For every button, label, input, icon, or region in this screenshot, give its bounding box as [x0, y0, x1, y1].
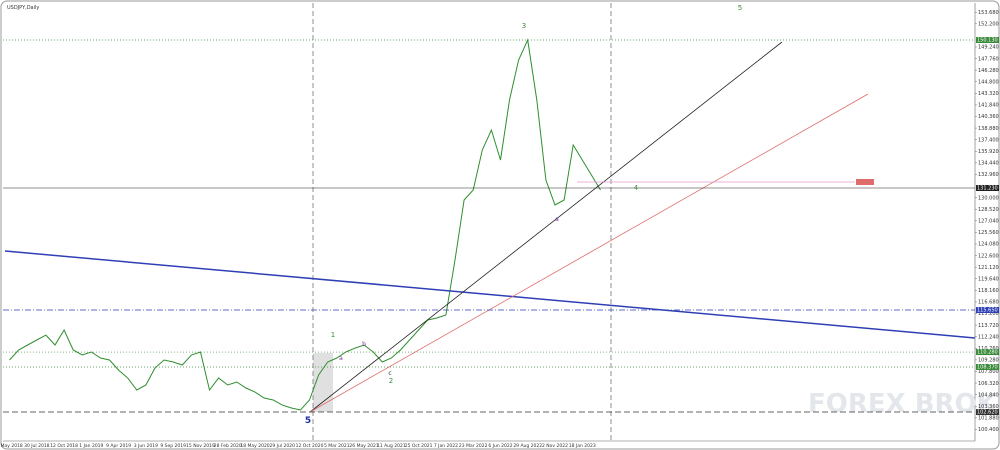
price-level-tag [976, 306, 999, 313]
wave-label: 5 [305, 416, 311, 426]
wave-label: 3 [522, 22, 526, 30]
x-tick-label: 12 Oct 2018 [50, 443, 78, 449]
y-tick-label: 135.920 [978, 149, 999, 155]
target-tag [856, 179, 874, 185]
price-level-label: 115.650 [977, 308, 998, 314]
trend-line [309, 93, 869, 413]
highlight-zone [313, 353, 333, 412]
y-tick-label: 101.880 [978, 416, 999, 422]
y-tick-label: 119.640 [978, 276, 999, 282]
y-tick-label: 121.120 [978, 265, 999, 271]
y-tick-label: 106.320 [978, 381, 999, 387]
x-tick-label: 7 Jan 2022 [434, 443, 458, 449]
x-tick-label: 30 Jul 2018 [24, 443, 50, 449]
x-tick-label: 18 Jan 2023 [569, 443, 596, 449]
y-tick-label: 125.560 [978, 230, 999, 236]
price-level-label: 102.620 [977, 410, 998, 416]
x-tick-label: 23 Mar 2022 [459, 443, 488, 449]
x-tick-label: 9 Apr 2019 [106, 443, 131, 449]
x-tick-label: 1 Jan 2019 [79, 443, 103, 449]
y-tick-label: 152.200 [978, 21, 999, 27]
x-tick-label: 18 May 2020 [240, 443, 269, 449]
y-tick-label: 143.320 [978, 91, 999, 97]
y-tick-label: 132.960 [978, 172, 999, 178]
x-tick-label: 29 Aug 2022 [513, 443, 542, 449]
x-tick-label: 6 Jun 2022 [488, 443, 512, 449]
wave-label: a [339, 355, 343, 362]
wave-label: 2 [389, 377, 393, 385]
wave-label: b [362, 341, 366, 348]
y-tick-label: 137.400 [978, 137, 999, 143]
y-tick-label: 140.360 [978, 114, 999, 120]
y-tick-label: 147.760 [978, 56, 999, 62]
x-tick-label: 15 Nov 2019 [186, 443, 215, 449]
y-tick-label: 103.360 [978, 404, 999, 410]
x-tick-label: 3 Jun 2019 [134, 443, 158, 449]
x-tick-label: 11 Aug 2021 [377, 443, 406, 449]
symbol-title: USDJPY,Daily [7, 5, 39, 11]
y-tick-label: 100.400 [978, 427, 999, 433]
price-level-label: 110.280 [977, 350, 998, 356]
trend-line [4, 250, 976, 339]
x-tick-label: 26 May 2021 [349, 443, 378, 449]
x-tick-label: 1 May 2018 [0, 443, 23, 449]
y-tick-label: 124.080 [978, 242, 999, 248]
y-tick-label: 115.200 [978, 311, 999, 317]
y-tick-label: 130.000 [978, 195, 999, 201]
y-tick-label: 110.760 [978, 346, 999, 352]
price-line [9, 38, 601, 411]
wave-label: a [555, 216, 559, 223]
price-level-label: 108.370 [977, 365, 998, 371]
y-tick-label: 138.880 [978, 126, 999, 132]
trend-line [309, 41, 783, 413]
y-tick-label: 128.520 [978, 207, 999, 213]
x-tick-label: 5 Mar 2021 [324, 443, 350, 449]
x-tick-label: 28 Feb 2020 [214, 443, 242, 449]
x-tick-label: 2 Nov 2022 [542, 443, 568, 449]
price-level-tag [976, 409, 999, 416]
y-tick-label: 113.720 [978, 323, 999, 329]
y-tick-label: 104.840 [978, 392, 999, 398]
x-tick-label: 9 Sep 2019 [160, 443, 186, 449]
price-level-tag [976, 184, 999, 191]
y-tick-label: 127.040 [978, 219, 999, 225]
y-tick-label: 122.600 [978, 253, 999, 259]
watermark: FOREX BROKERS [808, 389, 1000, 419]
y-tick-label: 109.280 [978, 358, 999, 364]
price-level-tag [976, 37, 999, 44]
y-tick-label: 144.800 [978, 79, 999, 85]
price-level-tag [976, 349, 999, 356]
wave-label: 4 [634, 184, 639, 192]
y-tick-label: 116.680 [978, 300, 999, 306]
price-level-label: 150.130 [977, 38, 998, 44]
price-level-tag [976, 364, 999, 371]
wave-label: 5 [738, 4, 742, 12]
x-tick-label: 12 Oct 2020 [296, 443, 324, 449]
y-tick-label: 112.240 [978, 334, 999, 340]
wave-label: 1 [331, 331, 335, 339]
x-tick-label: 29 Jul 2020 [270, 443, 296, 449]
price-level-label: 131.230 [977, 186, 998, 192]
x-tick-label: 25 Oct 2021 [405, 443, 433, 449]
y-tick-label: 149.240 [978, 45, 999, 51]
y-tick-label: 118.160 [978, 288, 999, 294]
y-tick-label: 141.840 [978, 103, 999, 109]
y-tick-label: 107.800 [978, 369, 999, 375]
y-tick-label: 153.680 [978, 10, 999, 16]
y-tick-label: 134.440 [978, 161, 999, 167]
y-tick-label: 146.280 [978, 68, 999, 74]
wave-label: c [388, 370, 391, 377]
